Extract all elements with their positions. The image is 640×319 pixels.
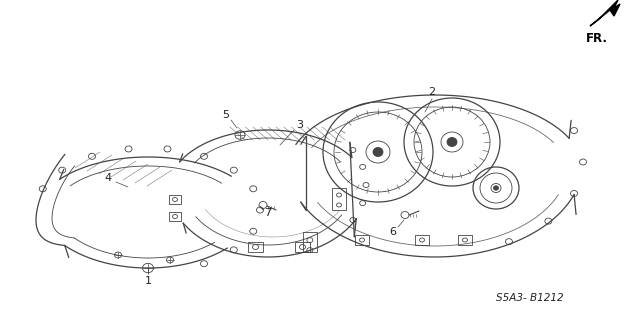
Bar: [295, 242, 310, 252]
Bar: [169, 195, 181, 204]
Bar: [332, 188, 346, 210]
Text: 4: 4: [104, 173, 111, 183]
Text: S5A3- B1212: S5A3- B1212: [496, 293, 564, 303]
Text: FR.: FR.: [586, 32, 608, 45]
Ellipse shape: [493, 186, 499, 190]
Bar: [458, 235, 472, 245]
Ellipse shape: [447, 137, 457, 146]
Text: 6: 6: [390, 227, 397, 237]
Polygon shape: [590, 0, 620, 26]
Bar: [303, 232, 317, 252]
Bar: [248, 242, 263, 252]
Text: 1: 1: [145, 276, 152, 286]
Bar: [355, 235, 369, 245]
Ellipse shape: [373, 147, 383, 157]
Bar: [415, 235, 429, 245]
Text: 2: 2: [428, 87, 436, 97]
Text: 3: 3: [296, 120, 303, 130]
Text: 5: 5: [223, 110, 230, 120]
Text: 7: 7: [264, 208, 271, 218]
Bar: [169, 212, 181, 221]
